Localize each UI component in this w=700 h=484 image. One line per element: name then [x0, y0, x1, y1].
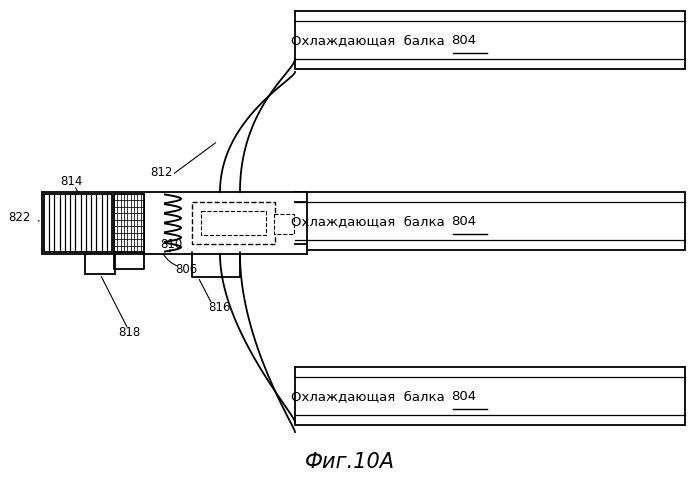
Text: Охлаждающая  балка: Охлаждающая балка [290, 390, 449, 403]
Text: 804: 804 [452, 215, 477, 228]
Text: 822: 822 [8, 211, 30, 224]
Text: 812: 812 [150, 166, 172, 179]
Text: 810: 810 [160, 238, 182, 251]
Text: 816: 816 [208, 301, 230, 314]
Text: Фиг.10A: Фиг.10A [305, 451, 395, 471]
Text: 804: 804 [452, 34, 477, 47]
Bar [201, 212, 266, 236]
Bar [44, 195, 112, 253]
Bar [295, 193, 685, 251]
Text: Охлаждающая  балка: Охлаждающая балка [290, 34, 449, 47]
Bar [192, 203, 275, 244]
Bar [295, 12, 685, 70]
Bar [42, 193, 307, 255]
Bar [295, 367, 685, 425]
Bar [114, 195, 144, 253]
Bar [274, 214, 294, 235]
Text: 806: 806 [175, 263, 197, 276]
Text: Охлаждающая  балка: Охлаждающая балка [290, 215, 449, 228]
Bar [85, 255, 115, 274]
Text: 804: 804 [452, 390, 477, 403]
Text: 818: 818 [118, 326, 140, 339]
Text: 814: 814 [60, 175, 83, 188]
